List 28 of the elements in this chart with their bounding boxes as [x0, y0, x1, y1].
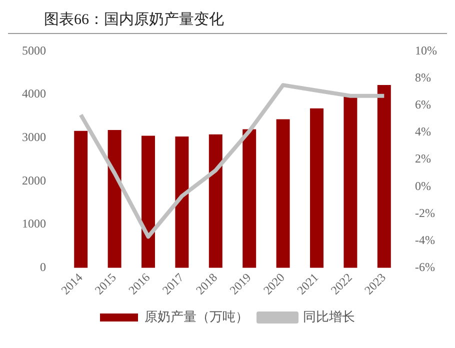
y2-tick-label: -4% [415, 232, 436, 247]
bar [377, 84, 391, 268]
bar [344, 96, 358, 268]
legend-label: 同比增长 [303, 308, 355, 324]
y2-tick-label: 6% [415, 98, 432, 112]
y2-tick-label: -6% [415, 260, 436, 274]
y-tick-label: 1000 [22, 216, 46, 231]
y2-tick-label: 10% [415, 43, 438, 58]
y2-tick-label: 4% [415, 124, 432, 139]
bar [74, 130, 88, 268]
bar [108, 130, 122, 268]
y-tick-label: 2000 [22, 173, 46, 188]
y-tick-label: 4000 [22, 86, 46, 101]
y2-tick-label: 8% [415, 70, 432, 84]
bar [208, 134, 222, 268]
bar [175, 136, 189, 268]
y2-tick-label: 2% [415, 152, 432, 166]
bar [242, 129, 256, 268]
y2-tick-label: -2% [415, 206, 436, 220]
chart-title: 图表66：国内原奶产量变化 [8, 8, 447, 34]
y-tick-label: 0 [40, 260, 46, 274]
bar [276, 119, 290, 268]
bar [142, 136, 155, 268]
y-tick-label: 3000 [22, 130, 46, 144]
y-tick-label: 5000 [22, 43, 46, 58]
y2-tick-label: 0% [415, 178, 432, 193]
legend-label: 原奶产量（万吨） [144, 308, 248, 324]
bar [310, 108, 324, 268]
